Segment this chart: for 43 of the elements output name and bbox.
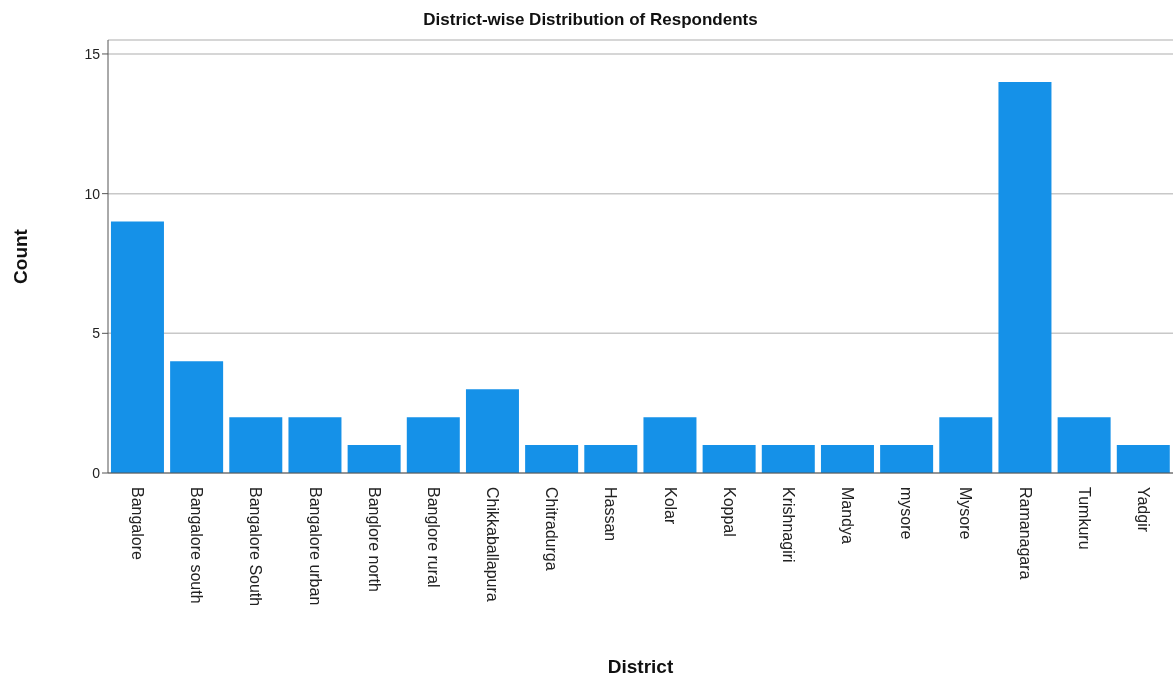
bar xyxy=(465,389,519,473)
y-tick-label: 5 xyxy=(92,325,101,342)
x-tick-label: Banglore north xyxy=(365,487,383,592)
x-tick-label: Koppal xyxy=(720,487,738,537)
x-axis-title: District xyxy=(607,656,674,677)
x-tick-label: Mandya xyxy=(839,487,857,545)
x-tick-label: Kolar xyxy=(661,487,679,526)
y-tick-label: 0 xyxy=(92,464,101,481)
x-tick-label: Krishnagiri xyxy=(779,487,797,563)
bar xyxy=(939,417,993,473)
bar xyxy=(229,417,283,473)
x-tick-label: Bangalore South xyxy=(247,487,265,607)
bar xyxy=(1116,445,1170,473)
bar xyxy=(820,445,874,473)
bar xyxy=(525,445,579,473)
bar xyxy=(110,221,164,473)
chart-title: District-wise Distribution of Respondents xyxy=(422,9,759,31)
x-tick-label: Banglore rural xyxy=(424,487,442,588)
x-tick-label: Chikkaballapura xyxy=(484,487,502,602)
bar xyxy=(288,417,342,473)
x-tick-label: Bangalore xyxy=(129,487,147,561)
bar xyxy=(584,445,638,473)
x-tick-label: Ramanagara xyxy=(1016,487,1034,580)
x-tick-label: Tumkuru xyxy=(1075,487,1093,550)
bar xyxy=(998,81,1052,473)
x-tick-label: Bangalore urban xyxy=(306,487,324,606)
y-axis-title: Count xyxy=(9,228,31,284)
x-tick-label: Mysore xyxy=(957,487,975,540)
y-tick-label: 15 xyxy=(84,45,101,62)
bar xyxy=(347,445,401,473)
bar xyxy=(406,417,460,473)
x-tick-label: Chitradurga xyxy=(543,487,561,571)
y-tick-label: 10 xyxy=(84,185,101,202)
x-tick-label: Hassan xyxy=(602,487,620,542)
bar xyxy=(880,445,934,473)
x-tick-label: mysore xyxy=(898,487,916,540)
bar xyxy=(170,361,224,473)
bar xyxy=(702,445,756,473)
bar xyxy=(761,445,815,473)
bar xyxy=(1057,417,1111,473)
bar xyxy=(643,417,697,473)
x-tick-label: Bangalore south xyxy=(188,487,206,604)
x-tick-label: Yadgir xyxy=(1134,487,1152,533)
